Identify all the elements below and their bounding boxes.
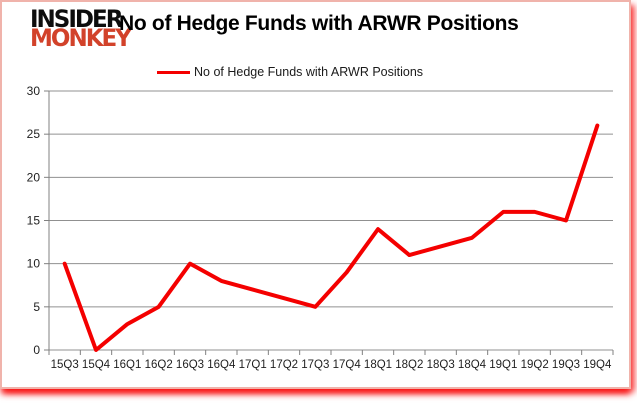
y-axis-tick-label: 15: [27, 214, 41, 228]
y-axis-tick-label: 25: [27, 127, 41, 141]
x-axis-tick-label: 15Q3: [51, 359, 79, 371]
y-axis-tick-label: 0: [33, 343, 40, 357]
x-axis-tick-label: 18Q4: [458, 359, 487, 371]
x-axis-tick-label: 15Q4: [82, 359, 111, 371]
x-axis-tick-label: 18Q2: [395, 359, 423, 371]
logo-line-insider: INSIDER: [30, 5, 123, 34]
legend-label: No of Hedge Funds with ARWR Positions: [194, 65, 424, 79]
y-axis-tick-label: 20: [27, 170, 41, 184]
series-line: [62, 123, 600, 352]
insider-monkey-logo: INSIDER MONKEY: [30, 5, 132, 53]
x-axis-tick-label: 19Q2: [521, 359, 549, 371]
x-axis-tick-label: 16Q1: [113, 359, 141, 371]
x-axis-tick-label: 17Q4: [333, 359, 362, 371]
logo-line-monkey: MONKEY: [30, 24, 132, 53]
x-axis-tick-label: 18Q3: [427, 359, 455, 371]
x-axis-tick-label: 18Q1: [364, 359, 392, 371]
x-axis-tick-label: 19Q3: [552, 359, 580, 371]
y-axis-tick-label: 10: [27, 257, 41, 271]
chart-card: INSIDER MONKEY No of Hedge Funds with AR…: [0, 0, 631, 389]
x-axis-tick-label: 16Q4: [207, 359, 236, 371]
legend-line-swatch: [157, 70, 190, 74]
legend: No of Hedge Funds with ARWR Positions: [157, 65, 423, 79]
x-axis-tick-label: 17Q3: [301, 359, 329, 371]
chart-title: No of Hedge Funds with ARWR Positions: [119, 12, 519, 35]
x-axis-tick-label: 16Q3: [176, 359, 204, 371]
y-axis-tick-label: 5: [33, 300, 40, 314]
x-axis-tick-label: 16Q2: [145, 359, 173, 371]
x-axis-tick-label: 17Q2: [270, 359, 298, 371]
x-axis-tick-label: 17Q1: [239, 359, 267, 371]
x-axis-tick-label: 19Q1: [489, 359, 517, 371]
y-axis-tick-label: 30: [27, 84, 41, 98]
x-axis-tick-label: 19Q4: [583, 359, 612, 371]
